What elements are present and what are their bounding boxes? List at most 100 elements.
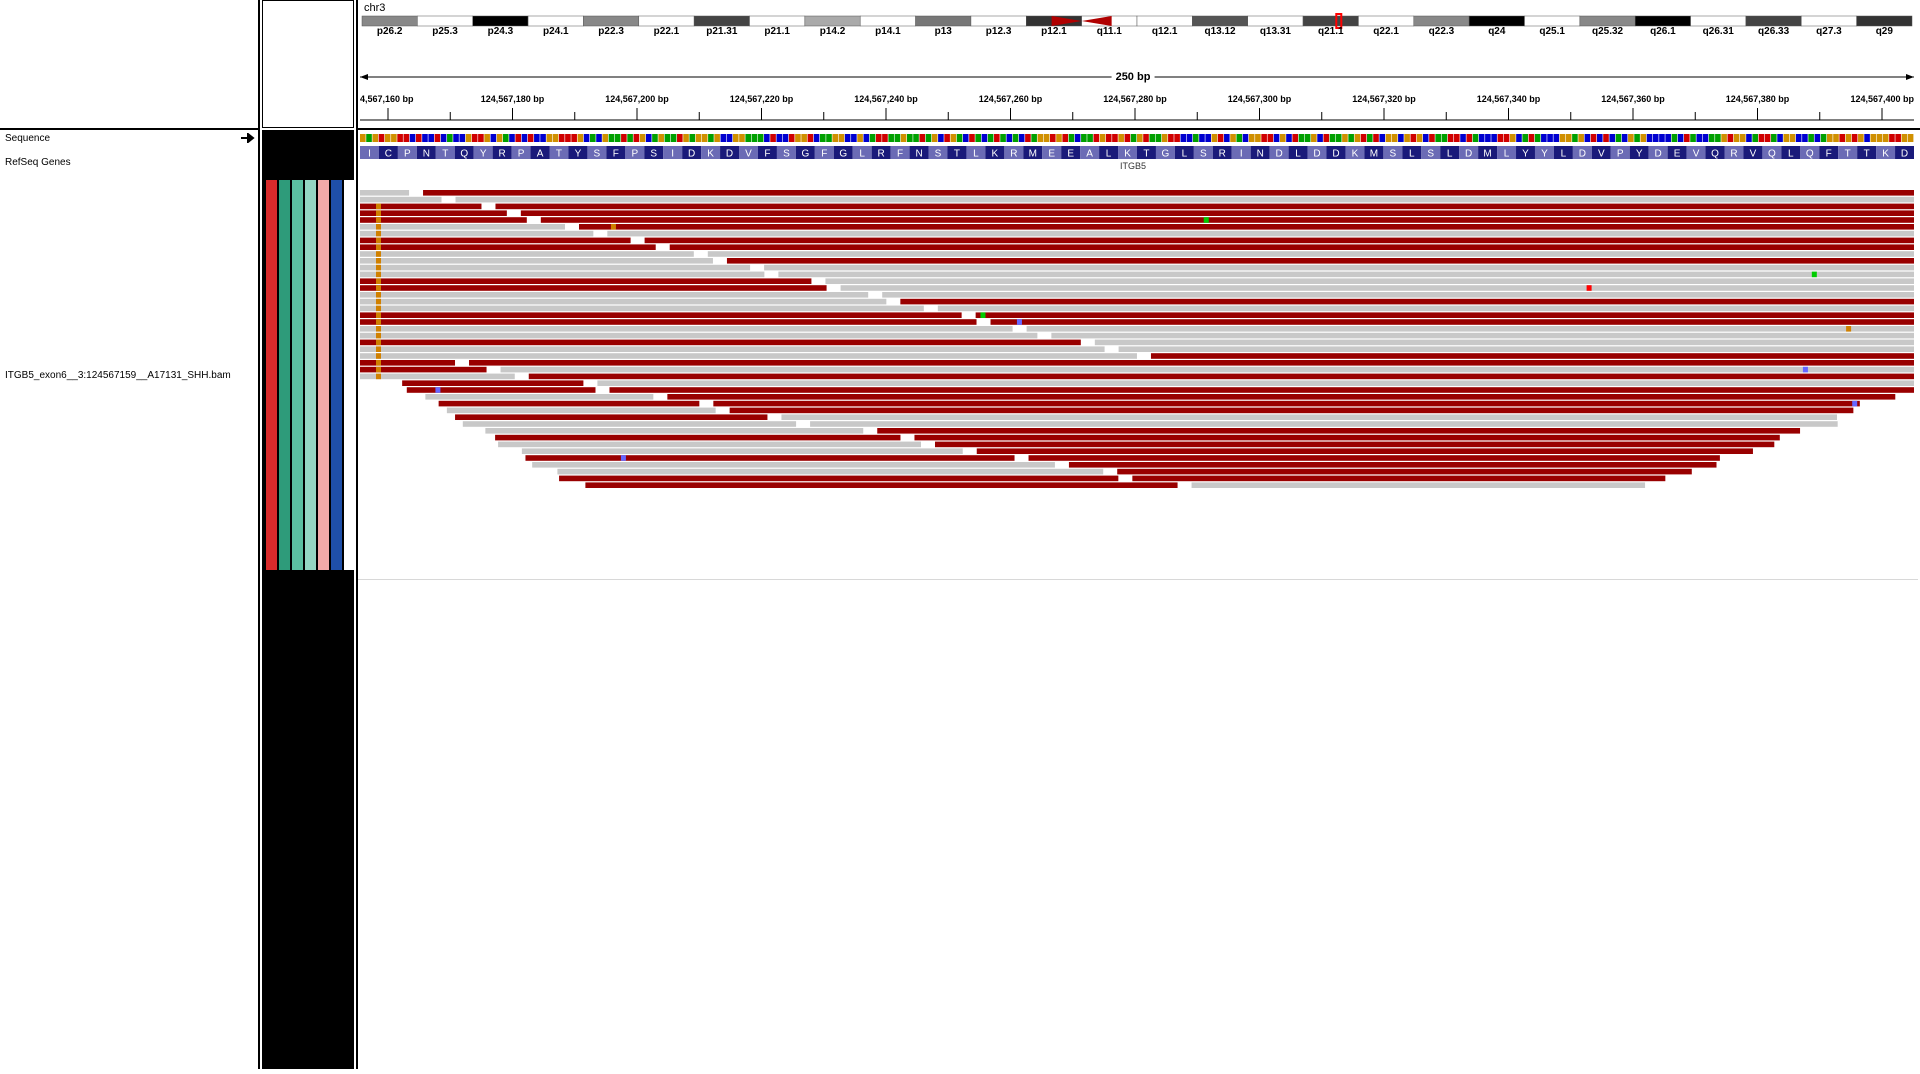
aligned-read[interactable] bbox=[360, 373, 515, 380]
aligned-read[interactable] bbox=[1051, 332, 1914, 339]
ideogram-band[interactable] bbox=[1690, 15, 1747, 27]
aligned-read[interactable] bbox=[559, 475, 1119, 482]
aligned-read[interactable] bbox=[781, 414, 1837, 420]
ideogram-band[interactable] bbox=[1247, 15, 1304, 27]
ideogram-band[interactable] bbox=[1856, 15, 1913, 27]
aligned-read[interactable] bbox=[360, 217, 527, 223]
aligned-read[interactable] bbox=[360, 285, 827, 291]
aligned-read[interactable] bbox=[778, 271, 1914, 278]
ideogram-band[interactable] bbox=[749, 15, 806, 27]
ideogram-band[interactable] bbox=[1413, 15, 1470, 27]
aligned-read[interactable] bbox=[764, 264, 1914, 271]
aligned-read[interactable] bbox=[521, 448, 963, 454]
aligned-read[interactable] bbox=[360, 353, 1137, 359]
aligned-read[interactable] bbox=[469, 360, 1914, 366]
aligned-read[interactable] bbox=[360, 326, 1013, 332]
aligned-read[interactable] bbox=[360, 190, 410, 196]
aligned-read[interactable] bbox=[360, 196, 442, 203]
aligned-read[interactable] bbox=[360, 319, 977, 325]
ideogram-band[interactable] bbox=[859, 15, 916, 27]
aligned-read[interactable] bbox=[360, 244, 656, 250]
aligned-read[interactable] bbox=[900, 298, 1914, 305]
aligned-read[interactable] bbox=[485, 428, 864, 434]
aligned-read[interactable] bbox=[707, 251, 1914, 257]
ideogram-band[interactable] bbox=[1524, 15, 1581, 27]
aligned-read[interactable] bbox=[713, 400, 1860, 407]
ideogram-band[interactable] bbox=[583, 15, 640, 27]
ideogram-band[interactable] bbox=[970, 15, 1027, 27]
refseq-genes-track-name[interactable]: RefSeq Genes bbox=[5, 157, 71, 168]
ideogram-band[interactable] bbox=[527, 15, 584, 27]
attribute-cell[interactable] bbox=[266, 180, 277, 570]
aligned-read[interactable] bbox=[607, 230, 1915, 237]
aligned-read[interactable] bbox=[446, 407, 716, 414]
ideogram-band[interactable] bbox=[417, 15, 473, 27]
ideogram-band[interactable] bbox=[1579, 15, 1636, 27]
ideogram-band[interactable] bbox=[472, 15, 529, 27]
aligned-read[interactable] bbox=[455, 414, 768, 420]
aligned-read[interactable] bbox=[825, 278, 1914, 284]
aligned-read[interactable] bbox=[669, 244, 1914, 250]
aligned-read[interactable] bbox=[360, 224, 566, 230]
aligned-read[interactable] bbox=[360, 278, 812, 284]
aligned-read[interactable] bbox=[1132, 475, 1666, 482]
aligned-read[interactable] bbox=[360, 251, 694, 257]
attribute-cell[interactable] bbox=[305, 180, 316, 570]
ideogram-band[interactable] bbox=[1801, 15, 1857, 27]
attribute-cell[interactable] bbox=[292, 180, 303, 570]
aligned-read[interactable] bbox=[726, 258, 1915, 264]
aligned-read[interactable] bbox=[1028, 455, 1720, 461]
aligned-read[interactable] bbox=[579, 224, 1914, 230]
aligned-read[interactable] bbox=[935, 441, 1775, 448]
aligned-read[interactable] bbox=[500, 366, 1914, 373]
aligned-read[interactable] bbox=[360, 360, 456, 366]
aligned-read[interactable] bbox=[1068, 462, 1717, 468]
ideogram-band[interactable] bbox=[1634, 15, 1691, 27]
aligned-read[interactable] bbox=[402, 380, 584, 386]
aligned-read[interactable] bbox=[729, 407, 1854, 414]
aligned-read[interactable] bbox=[882, 292, 1915, 298]
aligned-read[interactable] bbox=[360, 366, 487, 373]
aligned-read[interactable] bbox=[406, 387, 596, 393]
current-region-marker[interactable] bbox=[1335, 13, 1343, 29]
aligned-read[interactable] bbox=[810, 421, 1838, 427]
ideogram-band[interactable] bbox=[1302, 15, 1359, 27]
ruler[interactable] bbox=[358, 50, 1918, 128]
aligned-read[interactable] bbox=[360, 271, 765, 278]
aligned-read[interactable] bbox=[462, 421, 797, 427]
aligned-read[interactable] bbox=[360, 258, 713, 264]
attribute-cell[interactable] bbox=[331, 180, 342, 570]
ideogram-band[interactable] bbox=[1745, 15, 1802, 27]
aligned-read[interactable] bbox=[360, 264, 751, 271]
chromosome-ideogram[interactable] bbox=[358, 0, 1918, 44]
ideogram-band[interactable] bbox=[693, 15, 750, 27]
aligned-read[interactable] bbox=[425, 394, 654, 400]
aligned-read[interactable] bbox=[455, 196, 1915, 203]
aligned-read[interactable] bbox=[532, 462, 1055, 468]
aligned-read[interactable] bbox=[585, 482, 1178, 488]
aligned-read[interactable] bbox=[528, 373, 1914, 380]
aligned-read[interactable] bbox=[360, 346, 1105, 352]
ideogram-band[interactable] bbox=[361, 15, 418, 27]
alignment-track-name[interactable]: ITGB5_exon6__3:124567159__A17131_SHH.bam bbox=[5, 370, 231, 381]
aligned-read[interactable] bbox=[597, 380, 1914, 386]
aligned-read[interactable] bbox=[495, 434, 901, 441]
aligned-read[interactable] bbox=[877, 428, 1801, 434]
aligned-read[interactable] bbox=[1118, 346, 1914, 352]
aligned-read[interactable] bbox=[360, 292, 869, 298]
aligned-read[interactable] bbox=[360, 237, 631, 244]
aligned-read[interactable] bbox=[1026, 326, 1914, 332]
attribute-cell[interactable] bbox=[279, 180, 290, 570]
ideogram-band[interactable] bbox=[915, 15, 972, 27]
aligned-read[interactable] bbox=[1117, 468, 1692, 475]
aligned-read[interactable] bbox=[937, 305, 1914, 312]
aligned-read[interactable] bbox=[644, 237, 1914, 244]
aligned-read[interactable] bbox=[1191, 482, 1646, 488]
aligned-read[interactable] bbox=[990, 319, 1914, 325]
aligned-read[interactable] bbox=[914, 434, 1780, 441]
ideogram-band[interactable] bbox=[1468, 15, 1525, 27]
aligned-read[interactable] bbox=[976, 448, 1753, 454]
aligned-read[interactable] bbox=[495, 203, 1914, 210]
aligned-read[interactable] bbox=[609, 387, 1915, 393]
